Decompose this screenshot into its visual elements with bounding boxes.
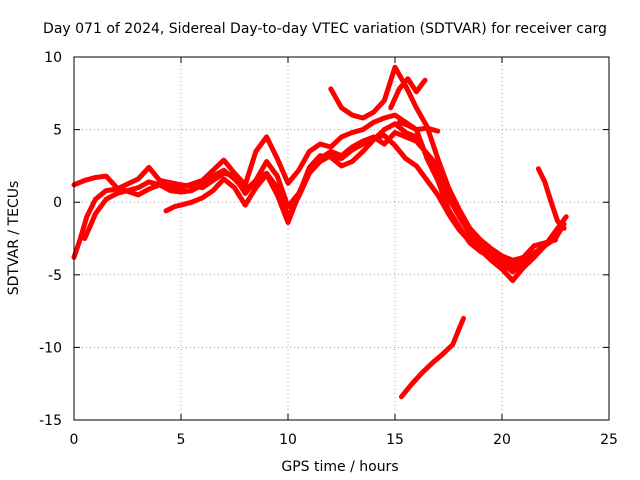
x-tick-label: 15 xyxy=(386,432,404,448)
y-tick-label: -15 xyxy=(39,413,62,429)
y-tick-label: -5 xyxy=(48,268,62,284)
y-axis-label: SDTVAR / TECUs xyxy=(6,181,22,296)
x-tick-label: 25 xyxy=(600,432,618,448)
x-tick-label: 5 xyxy=(177,432,186,448)
series-sat-6 xyxy=(388,76,428,111)
axis-ticks: 0 5 10 15 20 25 -15 -10 -5 0 5 10 xyxy=(39,50,618,448)
x-tick-label: 10 xyxy=(279,432,297,448)
series-sat-8 xyxy=(535,166,567,231)
y-tick-label: 10 xyxy=(44,50,62,66)
series-sat-2 xyxy=(71,130,558,263)
chart-title: Day 071 of 2024, Sidereal Day-to-day VTE… xyxy=(43,21,607,37)
plot-frame xyxy=(73,56,610,421)
grid xyxy=(74,57,609,420)
series-sat-9 xyxy=(398,315,466,400)
x-axis-label: GPS time / hours xyxy=(281,459,398,475)
y-tick-label: 0 xyxy=(53,195,62,211)
x-tick-label: 0 xyxy=(70,432,79,448)
y-tick-label: -10 xyxy=(39,340,62,356)
x-tick-label: 20 xyxy=(493,432,511,448)
series-sat-5 xyxy=(328,64,548,284)
y-tick-label: 5 xyxy=(53,123,62,139)
series-sat-7 xyxy=(396,119,441,134)
series-layer xyxy=(71,64,569,400)
series-sat-1 xyxy=(71,112,567,270)
